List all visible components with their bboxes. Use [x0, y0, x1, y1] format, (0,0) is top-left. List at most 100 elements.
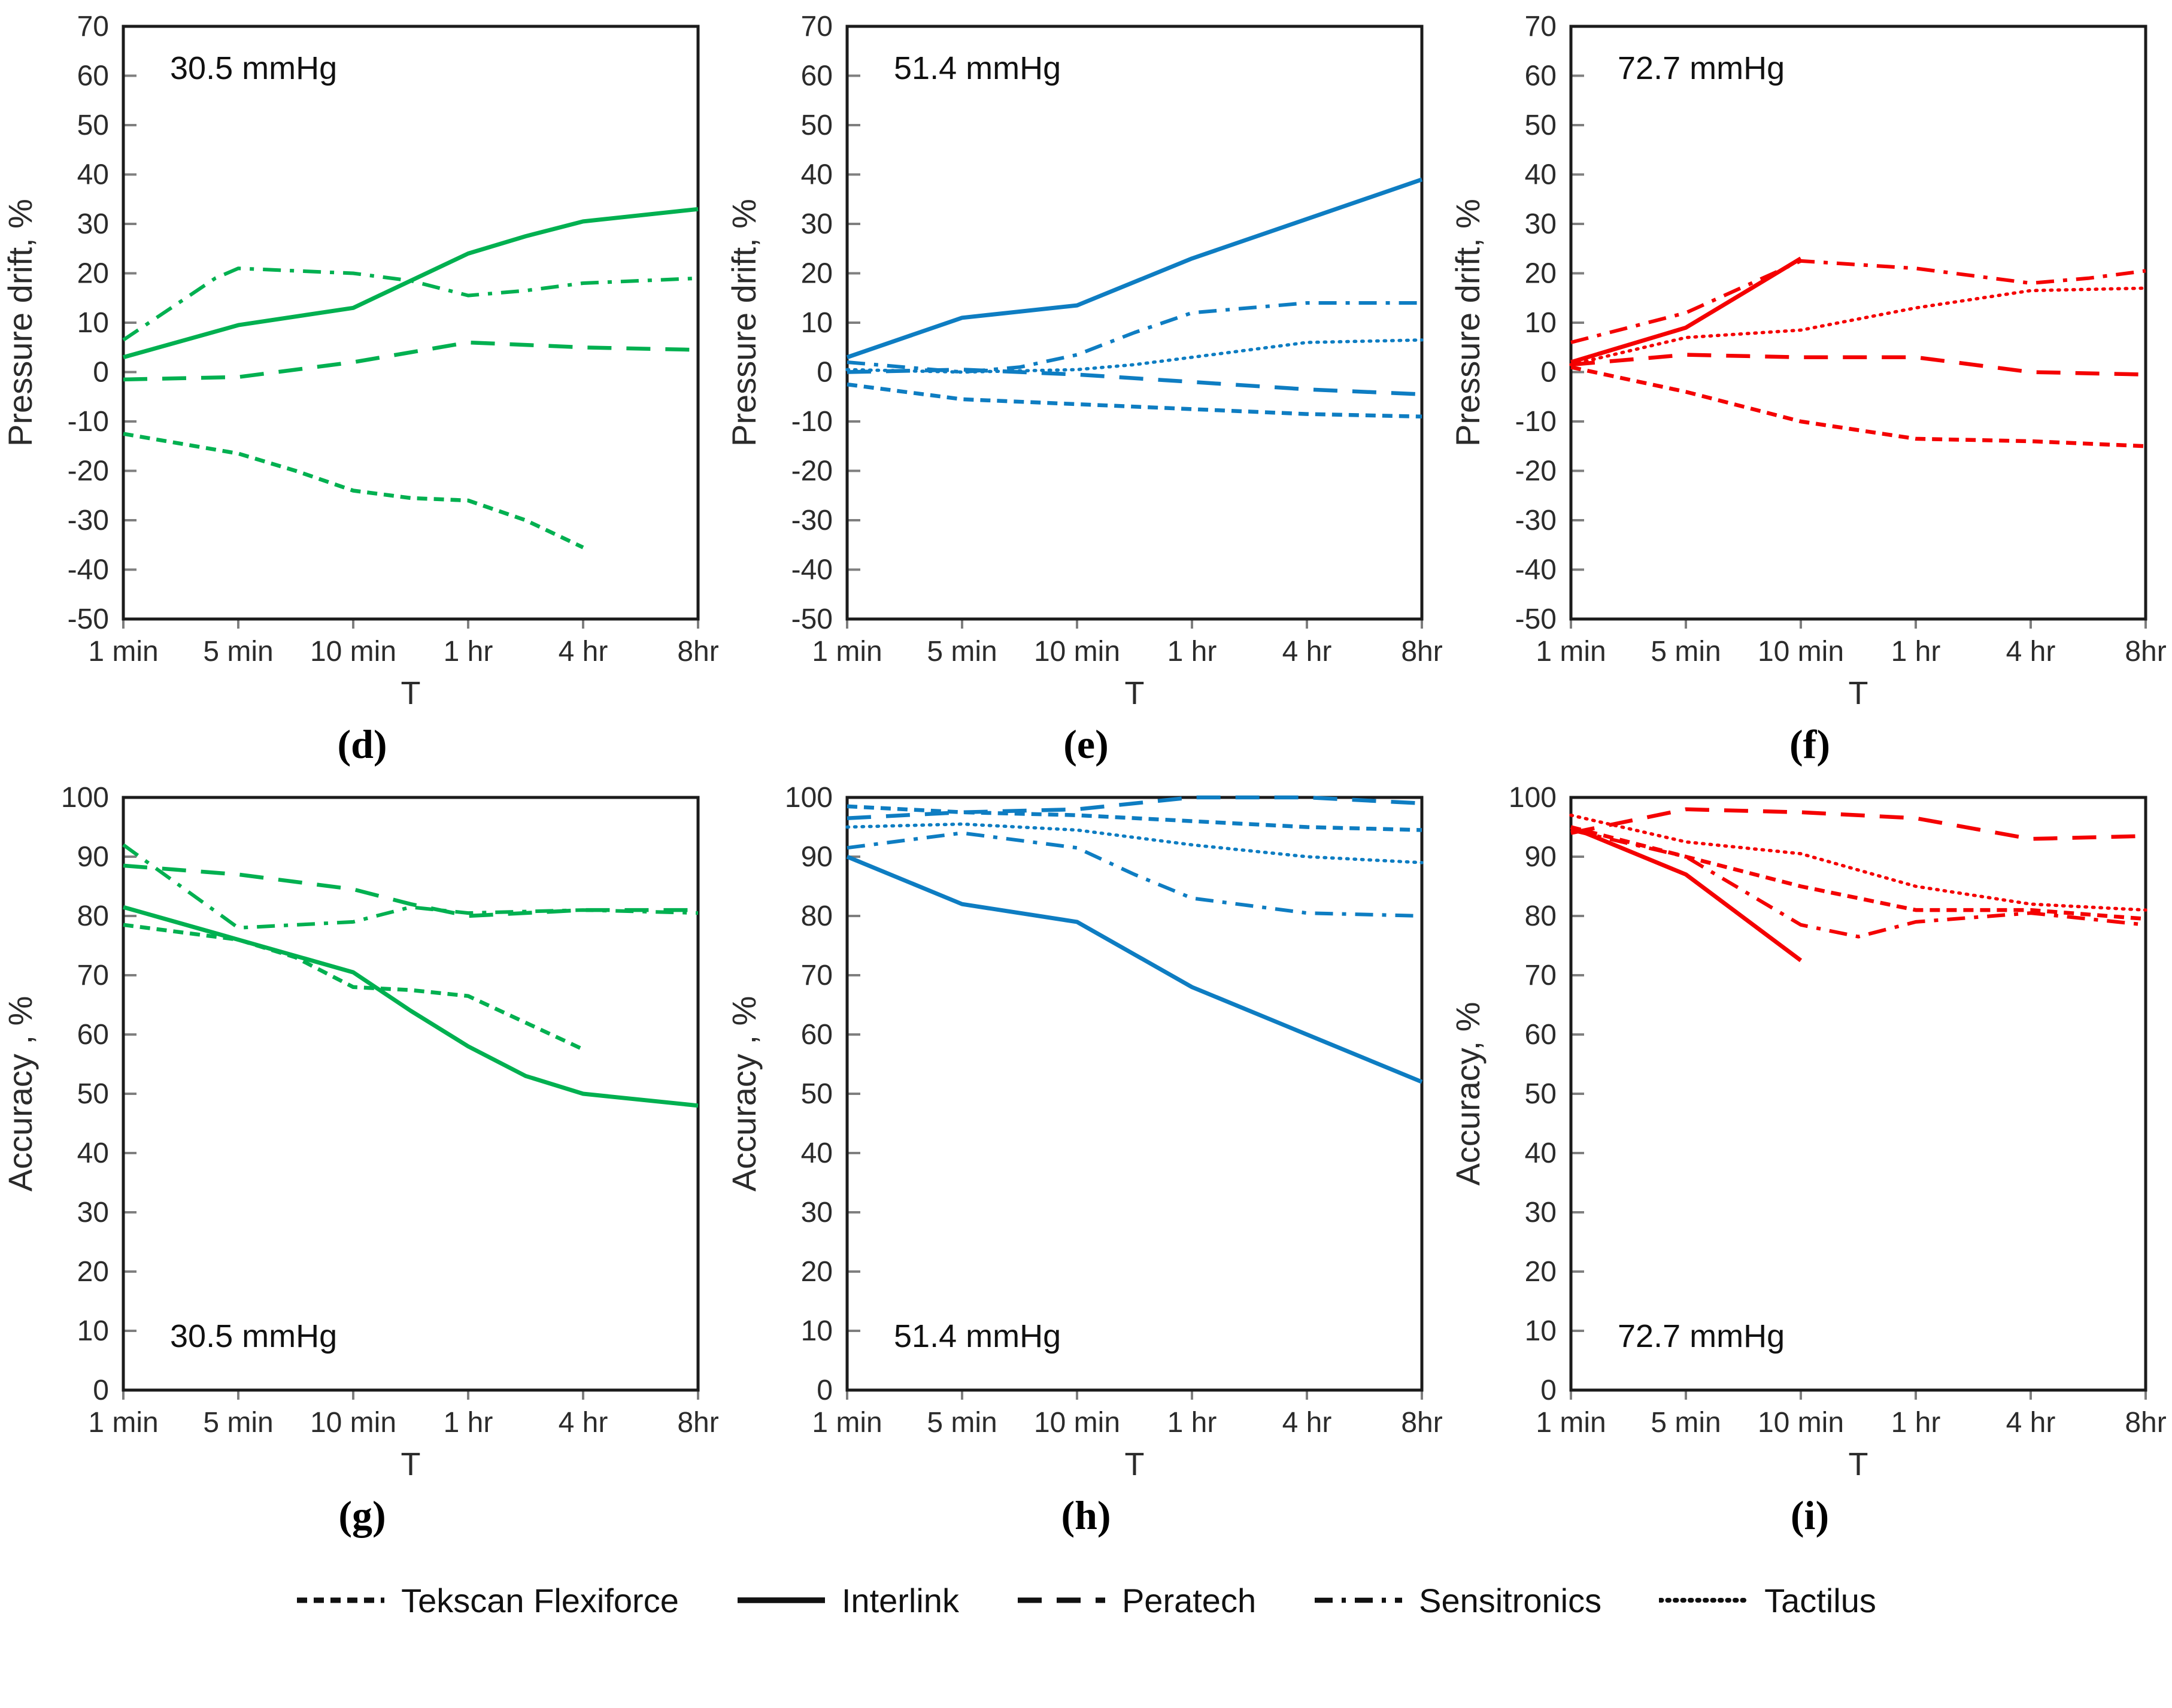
y-tick-label: -40	[791, 554, 832, 586]
y-tick-label: 100	[60, 782, 108, 814]
x-axis-title: T	[1848, 675, 1868, 709]
y-tick-label: 60	[77, 1019, 108, 1051]
x-tick-label: 5 min	[203, 1407, 273, 1439]
x-tick-label: 10 min	[1033, 1407, 1120, 1439]
legend-swatch-peratech-icon	[1017, 1597, 1105, 1603]
y-tick-label: 10	[77, 307, 108, 339]
x-axis-title: T	[401, 675, 420, 709]
y-tick-label: 30	[1524, 208, 1556, 240]
y-tick-label: 20	[77, 258, 108, 290]
y-tick-label: 50	[77, 110, 108, 141]
x-tick-label: 8hr	[677, 1407, 718, 1439]
x-axis-title: T	[1848, 1446, 1868, 1480]
y-tick-label: 50	[77, 1078, 108, 1110]
y-tick-label: 20	[1524, 1256, 1556, 1288]
series-line-sensitronics	[847, 301, 1422, 374]
y-tick-label: -30	[67, 505, 108, 536]
x-tick-label: 1 min	[812, 1407, 882, 1439]
chart-h-canvas: 0 10 20 30 40 50 60 70 80 90 100 1 min 5 min 10 min 1 …	[725, 782, 1443, 1480]
series-line-peratech	[123, 340, 698, 382]
caption-d: (d)	[337, 721, 387, 767]
series-line-tactilus	[845, 338, 1424, 374]
series-line-sensitronics	[1570, 828, 2146, 939]
series-line-peratech	[847, 795, 1422, 820]
plot-border	[1569, 25, 2147, 621]
chart-i-canvas: 0 10 20 30 40 50 60 70 80 90 100 1 min 5 min 10 min 1 …	[1449, 782, 2167, 1480]
y-tick-label: 70	[77, 11, 108, 43]
chart-e: -50 -40 -30 -20 -10 0 10 20 30 40 50 60 70 1 min 5 min…	[724, 8, 1448, 709]
series-line-tactilus	[1569, 286, 2147, 366]
series-line-interlink	[846, 854, 1422, 1084]
legend-item-sensitronics: Sensitronics	[1313, 1581, 1601, 1620]
pressure-annotation: 51.4 mmHg	[894, 50, 1061, 86]
x-axis-title: T	[1124, 1446, 1144, 1480]
legend-item-tactilus: Tactilus	[1659, 1581, 1876, 1620]
y-tick-label: 90	[1524, 841, 1556, 873]
y-tick-label: 0	[93, 1375, 109, 1406]
series-line-interlink	[1570, 825, 1802, 963]
y-tick-label: 0	[93, 357, 109, 389]
y-axis-title: Pressure drift, %	[1, 199, 39, 447]
caption-h: (h)	[1061, 1492, 1111, 1538]
x-tick-label: 8hr	[1401, 636, 1442, 668]
legend-swatch-tactilus-icon	[1659, 1598, 1749, 1603]
plot-border	[845, 25, 1423, 621]
y-axis-title: Accuracy, %	[1449, 1002, 1487, 1185]
y-tick-label: -30	[791, 505, 832, 536]
x-axis-title: T	[401, 1446, 420, 1480]
legend-label-interlink: Interlink	[841, 1581, 959, 1619]
x-tick-label: 1 hr	[443, 1407, 493, 1439]
legend-label-sensitronics: Sensitronics	[1419, 1581, 1602, 1619]
x-tick-label: 1 min	[88, 636, 158, 668]
y-tick-label: 10	[1524, 1315, 1556, 1347]
legend-label-tekscan-flexiforce: Tekscan Flexiforce	[401, 1581, 679, 1619]
pressure-annotation: 30.5 mmHg	[170, 1318, 337, 1354]
y-tick-label: 70	[1524, 960, 1556, 991]
y-tick-label: 40	[800, 1137, 832, 1169]
chart-d: -50 -40 -30 -20 -10 0 10 20 30 40 50 60 70 1 min 5 min…	[1, 8, 724, 709]
y-tick-label: 20	[1524, 258, 1556, 290]
y-tick-label: -50	[67, 603, 108, 635]
sensor-drift-accuracy-figure: -50 -40 -30 -20 -10 0 10 20 30 40 50 60 70 1 min 5 min…	[1, 8, 2167, 1620]
pressure-annotation: 72.7 mmHg	[1618, 50, 1785, 86]
series-line-tekscan-flexiforce	[847, 382, 1422, 419]
x-tick-label: 1 hr	[1167, 636, 1217, 668]
x-tick-label: 8hr	[1401, 1407, 1442, 1439]
x-tick-label: 10 min	[1757, 1407, 1843, 1439]
series-line-interlink	[122, 905, 698, 1108]
y-tick-label: 10	[800, 1315, 832, 1347]
y-tick-label: 0	[817, 357, 833, 389]
y-tick-label: 80	[800, 900, 832, 932]
x-tick-label: 10 min	[1757, 636, 1843, 668]
x-tick-label: 10 min	[310, 1407, 396, 1439]
y-tick-label: 40	[800, 159, 832, 191]
y-tick-label: 0	[1540, 1375, 1557, 1406]
plot-border	[122, 25, 699, 621]
y-tick-label: 100	[1508, 782, 1556, 814]
y-tick-label: 60	[77, 60, 108, 92]
series-line-tekscan-flexiforce	[123, 923, 584, 1051]
y-tick-label: -10	[1515, 406, 1556, 438]
y-tick-label: 70	[800, 11, 832, 43]
y-tick-label: 60	[800, 1019, 832, 1051]
series-line-tekscan-flexiforce	[1570, 825, 2146, 921]
y-tick-label: 10	[77, 1315, 108, 1347]
y-tick-label: 60	[1524, 60, 1556, 92]
y-tick-label: 50	[800, 110, 832, 141]
x-tick-label: 5 min	[1651, 1407, 1721, 1439]
y-tick-label: 80	[1524, 900, 1556, 932]
series-line-interlink	[122, 207, 698, 360]
y-tick-label: 30	[1524, 1197, 1556, 1228]
legend-item-interlink: Interlink	[736, 1581, 959, 1620]
series-line-tekscan-flexiforce	[122, 432, 584, 550]
x-tick-label: 8hr	[677, 636, 718, 668]
chart-h: 0 10 20 30 40 50 60 70 80 90 100 1 min 5 min 10 min 1 …	[724, 779, 1448, 1480]
y-axis-title: Accuracy , %	[1, 996, 39, 1192]
legend-label-peratech: Peratech	[1121, 1581, 1257, 1619]
x-tick-label: 1 hr	[1891, 636, 1940, 668]
x-tick-label: 4 hr	[1282, 1407, 1331, 1439]
series-line-peratech	[1570, 807, 2146, 841]
x-axis-title: T	[1124, 675, 1144, 709]
y-tick-label: 50	[1524, 110, 1556, 141]
pressure-annotation: 72.7 mmHg	[1618, 1318, 1785, 1354]
